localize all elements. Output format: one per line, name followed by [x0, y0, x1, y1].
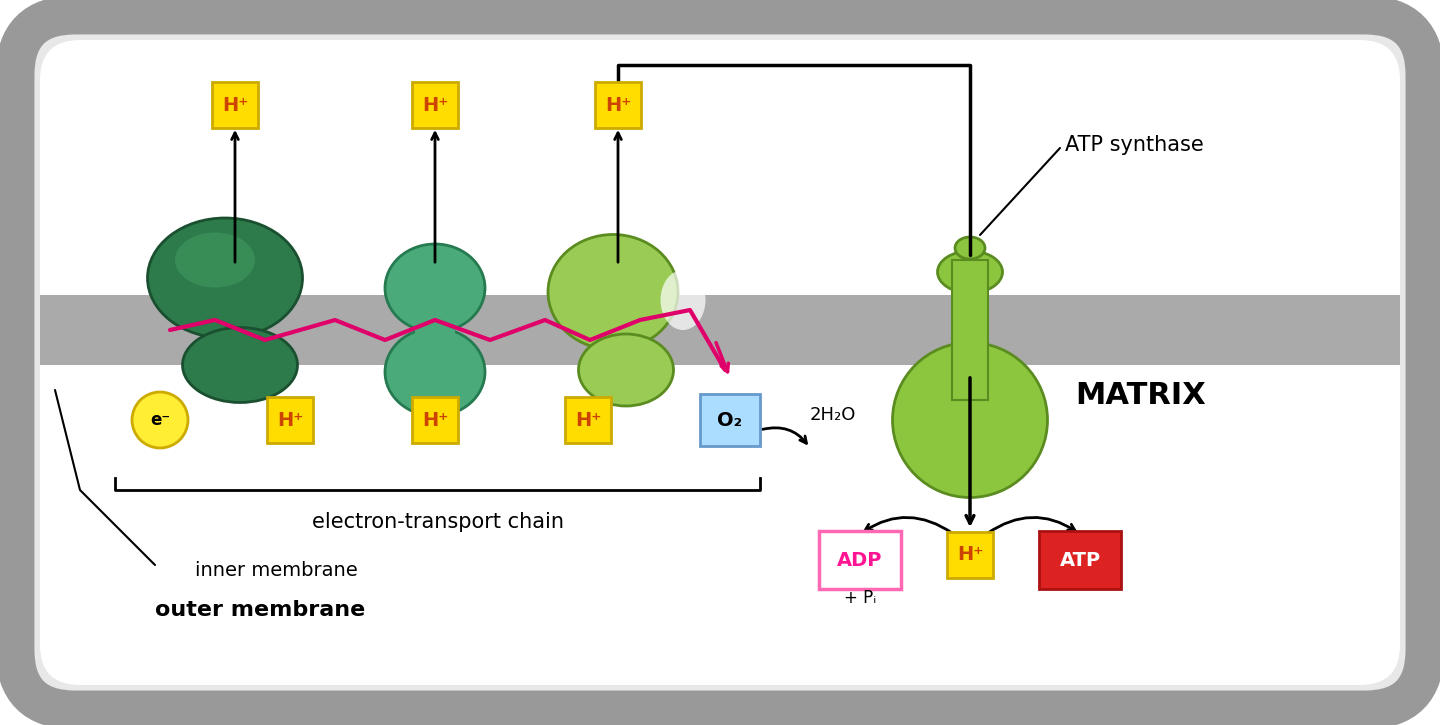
Text: O₂: O₂ [717, 410, 743, 429]
FancyBboxPatch shape [595, 82, 641, 128]
Text: H⁺: H⁺ [422, 96, 448, 115]
FancyBboxPatch shape [819, 531, 901, 589]
Text: inner membrane: inner membrane [194, 560, 357, 579]
FancyBboxPatch shape [14, 15, 1426, 710]
Ellipse shape [937, 251, 1002, 293]
Text: e⁻: e⁻ [150, 411, 170, 429]
FancyBboxPatch shape [40, 40, 1400, 685]
FancyBboxPatch shape [1040, 531, 1120, 589]
Bar [952, 260, 988, 400]
Text: MATRIX: MATRIX [1076, 381, 1205, 410]
Text: electron-transport chain: electron-transport chain [311, 512, 563, 532]
FancyBboxPatch shape [700, 394, 760, 446]
Ellipse shape [384, 328, 485, 416]
FancyBboxPatch shape [564, 397, 611, 443]
Text: H⁺: H⁺ [276, 410, 304, 429]
Text: H⁺: H⁺ [422, 410, 448, 429]
FancyBboxPatch shape [412, 397, 458, 443]
Text: H⁺: H⁺ [956, 545, 984, 565]
Text: ADP: ADP [837, 550, 883, 570]
FancyBboxPatch shape [948, 532, 994, 578]
FancyBboxPatch shape [266, 397, 312, 443]
Text: 2H₂O: 2H₂O [809, 406, 857, 424]
Ellipse shape [661, 270, 706, 330]
Ellipse shape [384, 244, 485, 332]
Text: H⁺: H⁺ [605, 96, 631, 115]
Bar [415, 312, 455, 348]
FancyBboxPatch shape [212, 82, 258, 128]
Bar [40, 295, 1400, 365]
Text: H⁺: H⁺ [222, 96, 248, 115]
FancyBboxPatch shape [412, 82, 458, 128]
Ellipse shape [893, 342, 1047, 497]
Text: H⁺: H⁺ [575, 410, 600, 429]
Ellipse shape [955, 237, 985, 259]
Ellipse shape [579, 334, 674, 406]
Text: + Pᵢ: + Pᵢ [844, 589, 876, 607]
Ellipse shape [183, 328, 298, 402]
Circle shape [132, 392, 189, 448]
Ellipse shape [176, 233, 255, 288]
Text: ATP: ATP [1060, 550, 1100, 570]
Ellipse shape [549, 234, 678, 349]
Ellipse shape [147, 218, 302, 338]
Text: outer membrane: outer membrane [156, 600, 366, 620]
Text: ATP synthase: ATP synthase [1066, 135, 1204, 155]
